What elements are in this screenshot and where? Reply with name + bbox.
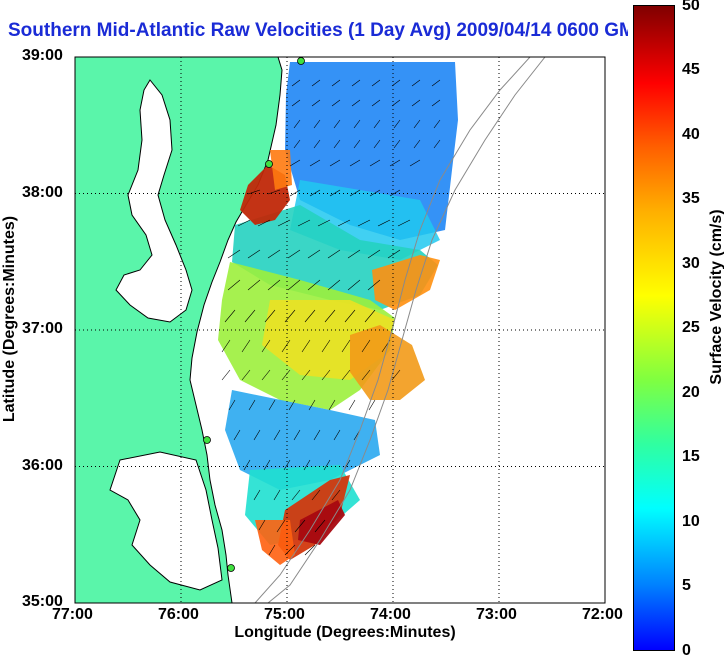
y-tick-label: 36:00 [22,457,63,474]
map-title: Southern Mid-Atlantic Raw Velocities (1 … [8,20,628,41]
y-tick-label: 37:00 [22,320,63,337]
station-marker [227,564,235,572]
y-tick-label: 38:00 [22,184,63,201]
colorbar-tick-label: 45 [682,61,700,78]
y-tick-label: 35:00 [22,593,63,610]
y-axis-label: Latitude (Degrees:Minutes) [1,215,18,423]
colorbar-tick-label: 25 [682,319,700,336]
colorbar-tick-label: 15 [682,448,700,465]
colorbar-tick-label: 20 [682,384,700,401]
colorbar-label: Surface Velocity (cm/s) [708,209,724,385]
pamlico-sound [109,451,223,591]
x-tick-label: 73:00 [476,606,517,623]
colorbar-tick-label: 40 [682,126,700,143]
station-marker [297,57,305,65]
x-tick-label: 75:00 [264,606,305,623]
station-marker [265,160,273,168]
plot-frame [74,56,606,604]
grid-lines [75,57,605,603]
colorbar-tick-label: 30 [682,255,700,272]
x-tick-label: 76:00 [158,606,199,623]
x-tick-label: 72:00 [582,606,623,623]
station-markers [203,57,305,572]
station-marker [203,436,211,444]
x-tick-label: 74:00 [370,606,411,623]
colorbar-tick-label: 5 [682,577,691,594]
y-tick-label: 39:00 [22,47,63,64]
x-axis-label: Longitude (Degrees:Minutes) [234,624,456,641]
colorbar-tick-label: 50 [682,0,700,14]
colorbar-tick-label: 10 [682,513,700,530]
velocity-field [218,62,458,565]
colorbar-tick-label: 0 [682,642,691,659]
x-tick-label: 77:00 [52,606,93,623]
colorbar [633,5,675,651]
chesapeake-bay [115,79,193,323]
colorbar-tick-label: 35 [682,190,700,207]
